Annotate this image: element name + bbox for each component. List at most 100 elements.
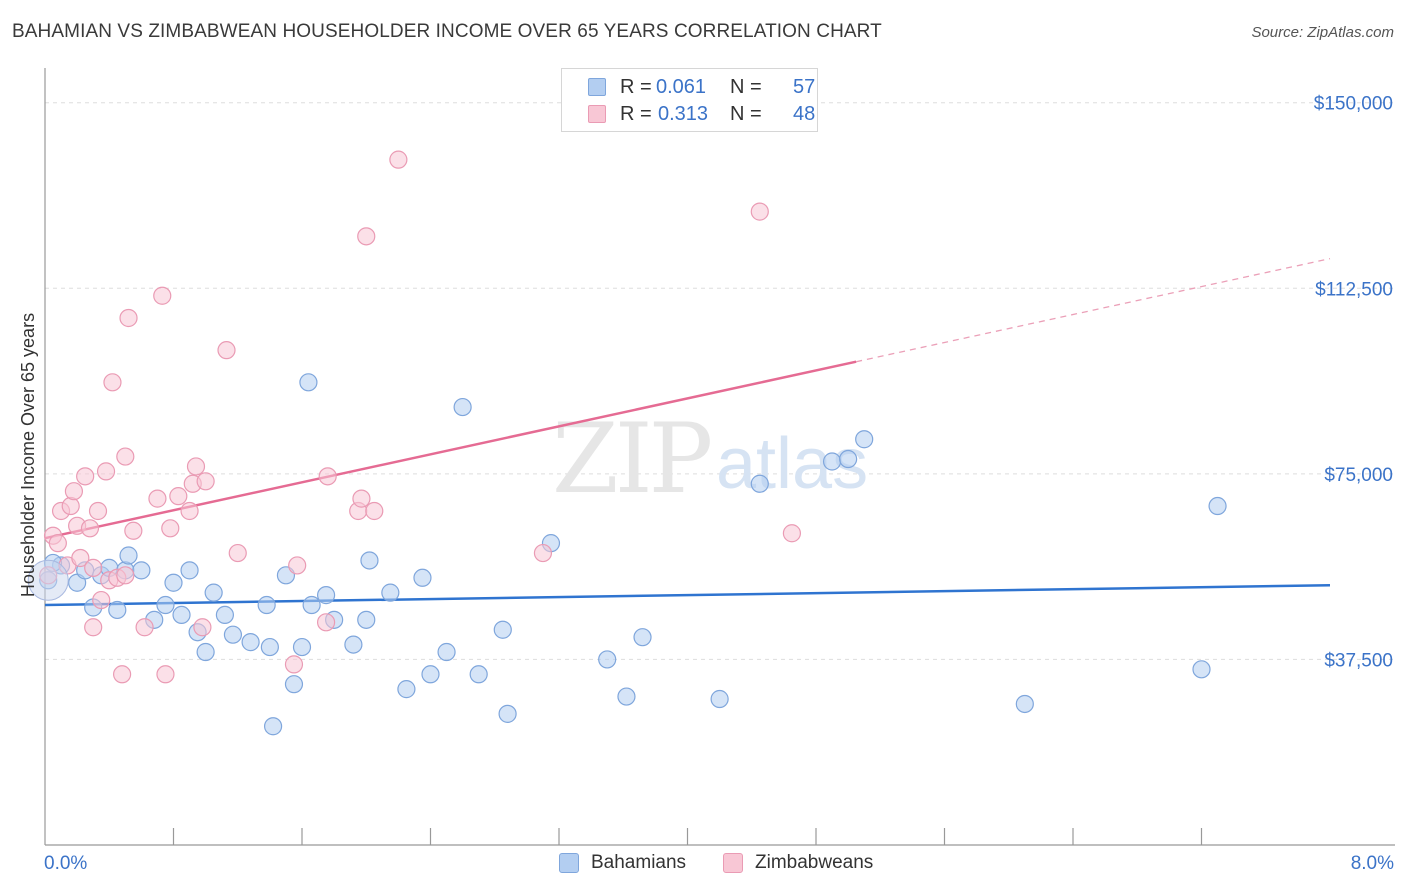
- point-bahamians: [344, 635, 363, 654]
- point-zimbabweans: [84, 618, 103, 637]
- x-tick-label: 0.0%: [44, 853, 87, 874]
- point-bahamians: [855, 430, 874, 449]
- point-bahamians: [1015, 694, 1034, 714]
- bottom-legend-label-zimbabweans: Zimbabweans: [755, 852, 874, 873]
- point-zimbabweans: [84, 558, 103, 577]
- point-bahamians: [357, 610, 376, 629]
- data-points: [27, 150, 1227, 736]
- point-zimbabweans: [88, 501, 108, 521]
- point-zimbabweans: [196, 472, 215, 491]
- point-bahamians: [172, 605, 191, 625]
- point-bahamians: [822, 452, 842, 471]
- point-bahamians: [498, 704, 517, 723]
- point-zimbabweans: [284, 655, 304, 674]
- point-zimbabweans: [96, 462, 116, 481]
- point-zimbabweans: [116, 566, 135, 585]
- axes: [44, 68, 1395, 846]
- point-bahamians: [257, 595, 276, 615]
- point-bahamians: [453, 397, 472, 417]
- legend-r-label: R =: [620, 103, 652, 125]
- legend-n-value: 48: [793, 103, 816, 125]
- point-zimbabweans: [103, 373, 122, 392]
- point-bahamians: [493, 620, 512, 639]
- point-zimbabweans: [217, 341, 236, 360]
- point-bahamians: [413, 568, 432, 587]
- trend-line-zimbabweans: [44, 360, 857, 540]
- watermark-zip: ZIP: [552, 403, 711, 515]
- point-bahamians: [316, 586, 336, 605]
- bottom-legend-swatch-zimbabweans: [723, 853, 743, 873]
- point-bahamians: [617, 687, 636, 706]
- legend-n-label: N =: [730, 76, 762, 98]
- point-zimbabweans: [161, 519, 180, 538]
- point-zimbabweans: [288, 556, 307, 575]
- point-bahamians: [381, 583, 400, 602]
- point-bahamians: [263, 717, 283, 736]
- point-bahamians: [241, 633, 260, 652]
- point-bahamians: [284, 675, 304, 694]
- point-zimbabweans: [186, 457, 206, 476]
- trend-line-zimbabweans-projection: [856, 257, 1331, 363]
- point-zimbabweans: [92, 590, 111, 610]
- point-cluster: [27, 559, 69, 601]
- point-bahamians: [710, 689, 729, 709]
- point-bahamians: [437, 642, 456, 662]
- point-zimbabweans: [193, 618, 212, 637]
- point-bahamians: [633, 628, 652, 647]
- point-zimbabweans: [156, 665, 175, 684]
- trend-line-bahamians: [44, 583, 1331, 607]
- point-bahamians: [164, 573, 183, 592]
- point-zimbabweans: [782, 524, 802, 543]
- point-zimbabweans: [71, 548, 90, 568]
- point-zimbabweans: [112, 665, 132, 684]
- point-bahamians: [839, 449, 858, 469]
- point-zimbabweans: [124, 521, 143, 540]
- legend-r-label: R =: [620, 76, 652, 98]
- point-zimbabweans: [533, 543, 553, 563]
- point-bahamians: [292, 637, 312, 657]
- point-bahamians: [119, 546, 138, 565]
- point-bahamians: [223, 625, 243, 644]
- point-bahamians: [108, 600, 127, 620]
- axis-labels: $37,500 $75,000 $112,500 $150,000 0.0% 8.0% Ho…: [18, 94, 1394, 874]
- y-axis-title: Householder Income Over 65 years: [18, 313, 38, 597]
- point-bahamians: [196, 642, 215, 662]
- point-zimbabweans: [119, 308, 138, 328]
- point-zimbabweans: [318, 467, 337, 486]
- bottom-legend-label-bahamians: Bahamians: [591, 852, 687, 873]
- point-zimbabweans: [169, 487, 188, 506]
- y-tick-label: $75,000: [1324, 465, 1393, 486]
- legend-r-value: 0.313: [658, 103, 709, 125]
- legend-r-value: 0.061: [656, 76, 707, 98]
- x-tick-label: 8.0%: [1351, 853, 1394, 874]
- point-bahamians: [180, 561, 199, 580]
- point-zimbabweans: [180, 501, 199, 521]
- point-zimbabweans: [365, 501, 384, 521]
- y-tick-label: $150,000: [1314, 94, 1393, 115]
- point-bahamians: [204, 583, 223, 602]
- point-zimbabweans: [116, 447, 135, 466]
- y-tick-label: $37,500: [1324, 650, 1393, 671]
- point-zimbabweans: [750, 202, 769, 221]
- point-zimbabweans: [64, 482, 84, 501]
- point-zimbabweans: [76, 467, 95, 486]
- point-zimbabweans: [357, 227, 376, 246]
- point-bahamians: [299, 373, 318, 392]
- point-bahamians: [1208, 496, 1227, 516]
- point-zimbabweans: [135, 618, 154, 637]
- source-credit: Source: ZipAtlas.com: [1251, 24, 1394, 41]
- point-bahamians: [1192, 660, 1211, 679]
- point-bahamians: [421, 665, 440, 684]
- point-bahamians: [397, 680, 416, 699]
- point-bahamians: [598, 650, 617, 669]
- legend-swatch-zimbabweans: [588, 105, 606, 123]
- point-zimbabweans: [48, 534, 67, 553]
- point-zimbabweans: [352, 489, 371, 508]
- gridlines: [45, 102, 1395, 660]
- watermark: ZIP atlas: [552, 403, 868, 515]
- point-zimbabweans: [80, 519, 100, 538]
- stats-legend: R = 0.061 N = 57 R = 0.313 N = 48: [561, 68, 818, 132]
- point-bahamians: [750, 474, 769, 493]
- legend-n-value: 57: [793, 76, 816, 98]
